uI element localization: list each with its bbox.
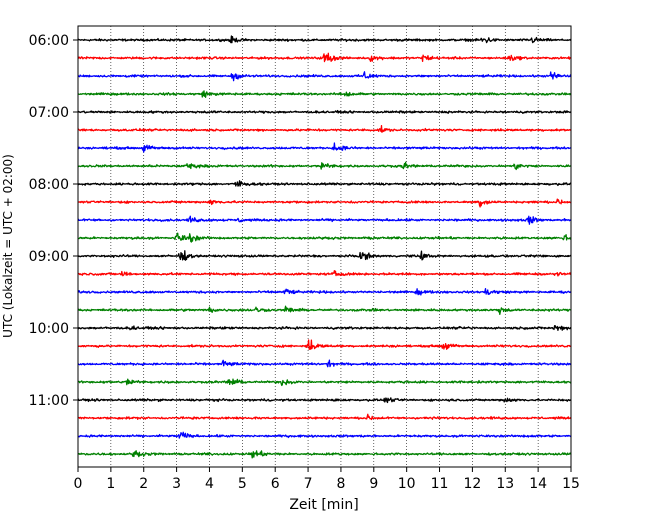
trace-line	[77, 270, 572, 277]
trace-line	[77, 431, 572, 439]
trace-line	[77, 232, 572, 243]
x-tick-label: 12	[463, 476, 481, 492]
trace-line	[77, 109, 572, 115]
x-tick-label: 10	[398, 476, 416, 492]
y-tick-label: 08:00	[29, 177, 69, 193]
x-tick-label: 6	[271, 476, 280, 492]
plot-frame	[77, 25, 572, 468]
trace-line	[77, 52, 572, 63]
trace-line	[77, 339, 572, 350]
x-tick-label: 11	[431, 476, 449, 492]
trace-line	[77, 287, 572, 296]
trace-line	[77, 198, 572, 208]
x-tick-label: 3	[172, 476, 181, 492]
x-tick-label: 4	[205, 476, 214, 492]
x-axis-label: Zeit [min]	[289, 497, 358, 513]
trace-line	[77, 324, 572, 331]
trace-line	[77, 215, 572, 225]
x-tick-label: 7	[304, 476, 313, 492]
x-tick-label: 15	[562, 476, 580, 492]
trace-line	[77, 142, 572, 153]
x-tick-label: 1	[106, 476, 115, 492]
trace-line	[77, 250, 572, 261]
y-tick-label: 06:00	[29, 33, 69, 49]
trace-line	[77, 359, 572, 368]
y-tick-label: 11:00	[29, 393, 69, 409]
trace-line	[77, 413, 572, 421]
y-tick-label: 09:00	[29, 249, 69, 265]
x-tick-label: 8	[336, 476, 345, 492]
trace-line	[77, 450, 572, 459]
x-tick-label: 5	[238, 476, 247, 492]
x-tick-label: 2	[139, 476, 148, 492]
y-tick-label: 10:00	[29, 321, 69, 337]
trace-group	[77, 35, 572, 459]
x-tick-label: 9	[369, 476, 378, 492]
trace-line	[77, 35, 572, 44]
trace-line	[77, 90, 572, 98]
trace-line	[77, 378, 572, 387]
trace-line	[77, 397, 572, 404]
y-axis-label: UTC (Lokalzeit = UTC + 02:00)	[1, 154, 15, 338]
plot-background	[78, 26, 571, 467]
trace-line	[77, 124, 572, 133]
x-axis-ticks: 0 1 2 3 4 5 6 7 8 9 10 11 12 13 14 15	[74, 467, 580, 492]
trace-line	[77, 305, 572, 316]
x-tick-label: 0	[74, 476, 83, 492]
trace-line	[77, 71, 572, 82]
y-axis-ticks: 06:00 07:00 08:00 09:00 10:00 11:00	[29, 33, 78, 409]
y-tick-label: 07:00	[29, 105, 69, 121]
trace-line	[77, 180, 572, 187]
x-tick-label: 13	[496, 476, 514, 492]
trace-line	[77, 161, 572, 171]
x-tick-label: 14	[529, 476, 547, 492]
